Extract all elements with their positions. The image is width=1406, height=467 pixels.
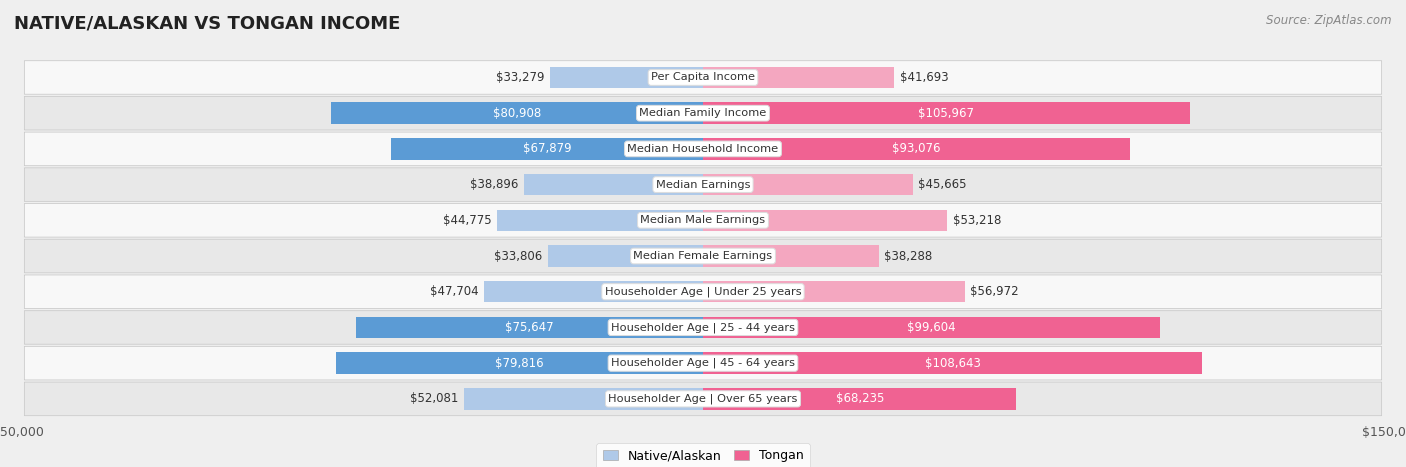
Bar	[703, 174, 912, 195]
Text: Median Family Income: Median Family Income	[640, 108, 766, 118]
Text: $33,279: $33,279	[496, 71, 544, 84]
Bar	[703, 245, 879, 267]
Bar	[703, 210, 948, 231]
Text: $33,806: $33,806	[494, 249, 543, 262]
Text: Householder Age | 25 - 44 years: Householder Age | 25 - 44 years	[612, 322, 794, 333]
Bar	[550, 67, 703, 88]
Text: Householder Age | 45 - 64 years: Householder Age | 45 - 64 years	[612, 358, 794, 368]
FancyBboxPatch shape	[24, 347, 1382, 380]
Text: NATIVE/ALASKAN VS TONGAN INCOME: NATIVE/ALASKAN VS TONGAN INCOME	[14, 14, 401, 32]
Text: $56,972: $56,972	[970, 285, 1019, 298]
FancyBboxPatch shape	[24, 168, 1382, 201]
Text: Median Household Income: Median Household Income	[627, 144, 779, 154]
Bar	[703, 353, 1202, 374]
Text: $38,288: $38,288	[884, 249, 932, 262]
Text: Source: ZipAtlas.com: Source: ZipAtlas.com	[1267, 14, 1392, 27]
FancyBboxPatch shape	[24, 275, 1382, 309]
Text: $105,967: $105,967	[918, 106, 974, 120]
Text: Median Female Earnings: Median Female Earnings	[634, 251, 772, 261]
FancyBboxPatch shape	[24, 311, 1382, 344]
Text: Median Male Earnings: Median Male Earnings	[641, 215, 765, 225]
Text: Per Capita Income: Per Capita Income	[651, 72, 755, 83]
Bar	[498, 210, 703, 231]
Bar	[484, 281, 703, 303]
Text: $79,816: $79,816	[495, 357, 544, 370]
Text: $47,704: $47,704	[430, 285, 478, 298]
Bar	[524, 174, 703, 195]
FancyBboxPatch shape	[24, 96, 1382, 130]
FancyBboxPatch shape	[24, 382, 1382, 416]
Bar	[391, 138, 703, 160]
Text: $38,896: $38,896	[471, 178, 519, 191]
Text: $68,235: $68,235	[835, 392, 884, 405]
Text: $108,643: $108,643	[925, 357, 980, 370]
Bar	[703, 138, 1130, 160]
Text: $41,693: $41,693	[900, 71, 949, 84]
Bar	[703, 281, 965, 303]
Bar	[464, 388, 703, 410]
Legend: Native/Alaskan, Tongan: Native/Alaskan, Tongan	[596, 443, 810, 467]
Text: Householder Age | Over 65 years: Householder Age | Over 65 years	[609, 394, 797, 404]
Bar	[548, 245, 703, 267]
FancyBboxPatch shape	[24, 204, 1382, 237]
Text: $45,665: $45,665	[918, 178, 967, 191]
Text: $44,775: $44,775	[443, 214, 492, 227]
Text: $52,081: $52,081	[411, 392, 458, 405]
Bar	[703, 388, 1017, 410]
Bar	[703, 102, 1189, 124]
Bar	[356, 317, 703, 338]
Text: $67,879: $67,879	[523, 142, 571, 156]
Text: Householder Age | Under 25 years: Householder Age | Under 25 years	[605, 286, 801, 297]
Text: $80,908: $80,908	[494, 106, 541, 120]
FancyBboxPatch shape	[24, 132, 1382, 166]
Bar	[703, 67, 894, 88]
Bar	[336, 353, 703, 374]
FancyBboxPatch shape	[24, 239, 1382, 273]
Text: $93,076: $93,076	[893, 142, 941, 156]
Bar	[332, 102, 703, 124]
Bar	[703, 317, 1160, 338]
Text: $99,604: $99,604	[907, 321, 956, 334]
Text: $75,647: $75,647	[505, 321, 554, 334]
Text: Median Earnings: Median Earnings	[655, 180, 751, 190]
FancyBboxPatch shape	[24, 61, 1382, 94]
Text: $53,218: $53,218	[953, 214, 1001, 227]
